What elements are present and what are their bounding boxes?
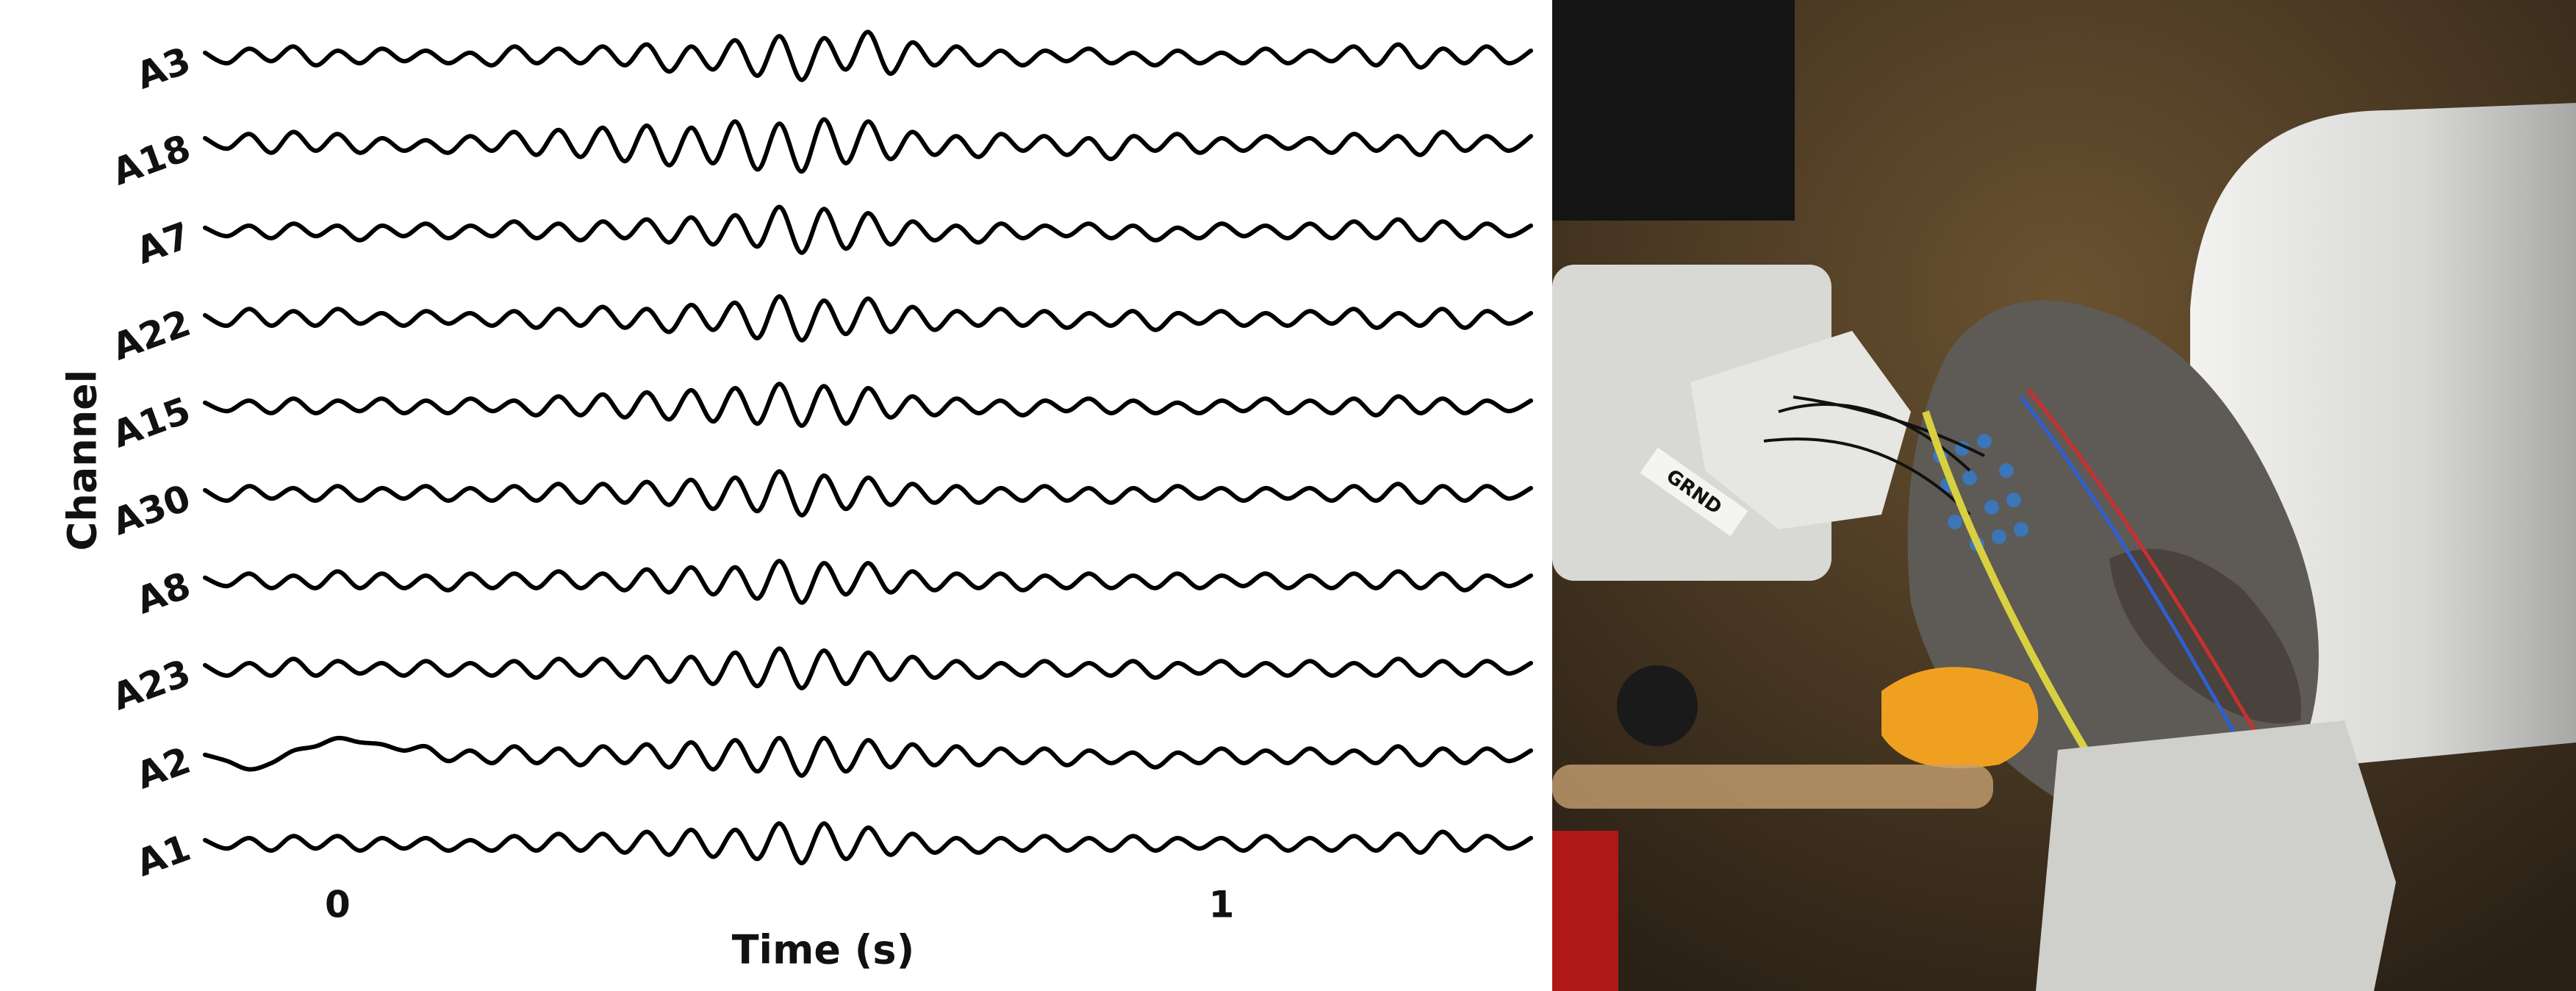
trace: [203, 382, 1533, 428]
connectors: [1690, 331, 1911, 529]
x-tick-label: 1: [1209, 884, 1235, 926]
orange-clamp: [1881, 667, 2039, 768]
red-wire: [2027, 388, 2281, 773]
trace: [203, 559, 1533, 605]
trace: [203, 117, 1533, 174]
x-axis-title: Time (s): [732, 927, 915, 973]
trace: [203, 646, 1533, 690]
dark-panel: [1552, 0, 1795, 221]
trace: [203, 29, 1533, 82]
red-handle: [1552, 831, 1618, 991]
channel-label: A15: [107, 389, 196, 457]
y-axis-title: Channel: [60, 370, 106, 551]
trace: [203, 821, 1533, 865]
ear: [2109, 548, 2301, 723]
photo: GRND: [1552, 0, 2576, 991]
yellow-wire: [1922, 410, 2120, 804]
trace: [203, 735, 1533, 778]
channel-label: A7: [131, 214, 196, 273]
channel-label: A1: [131, 826, 196, 885]
channel-label: A22: [107, 301, 196, 369]
trace: [203, 204, 1533, 255]
channel-label: A30: [107, 476, 196, 544]
channel-label: A8: [131, 564, 196, 623]
channel-label: A2: [131, 739, 196, 798]
knob: [1617, 665, 1698, 746]
x-tick-label: 0: [325, 884, 351, 926]
trace: [203, 294, 1533, 343]
tube: [1552, 765, 1993, 809]
label-tag: [1640, 447, 1748, 537]
channel-label: A3: [131, 39, 196, 98]
trace: [203, 469, 1533, 518]
channel-label: A18: [107, 126, 196, 194]
front-block: [2036, 720, 2396, 991]
channel-label: A23: [107, 651, 196, 719]
wires: [1763, 396, 1985, 516]
blue-wire: [2020, 396, 2266, 788]
